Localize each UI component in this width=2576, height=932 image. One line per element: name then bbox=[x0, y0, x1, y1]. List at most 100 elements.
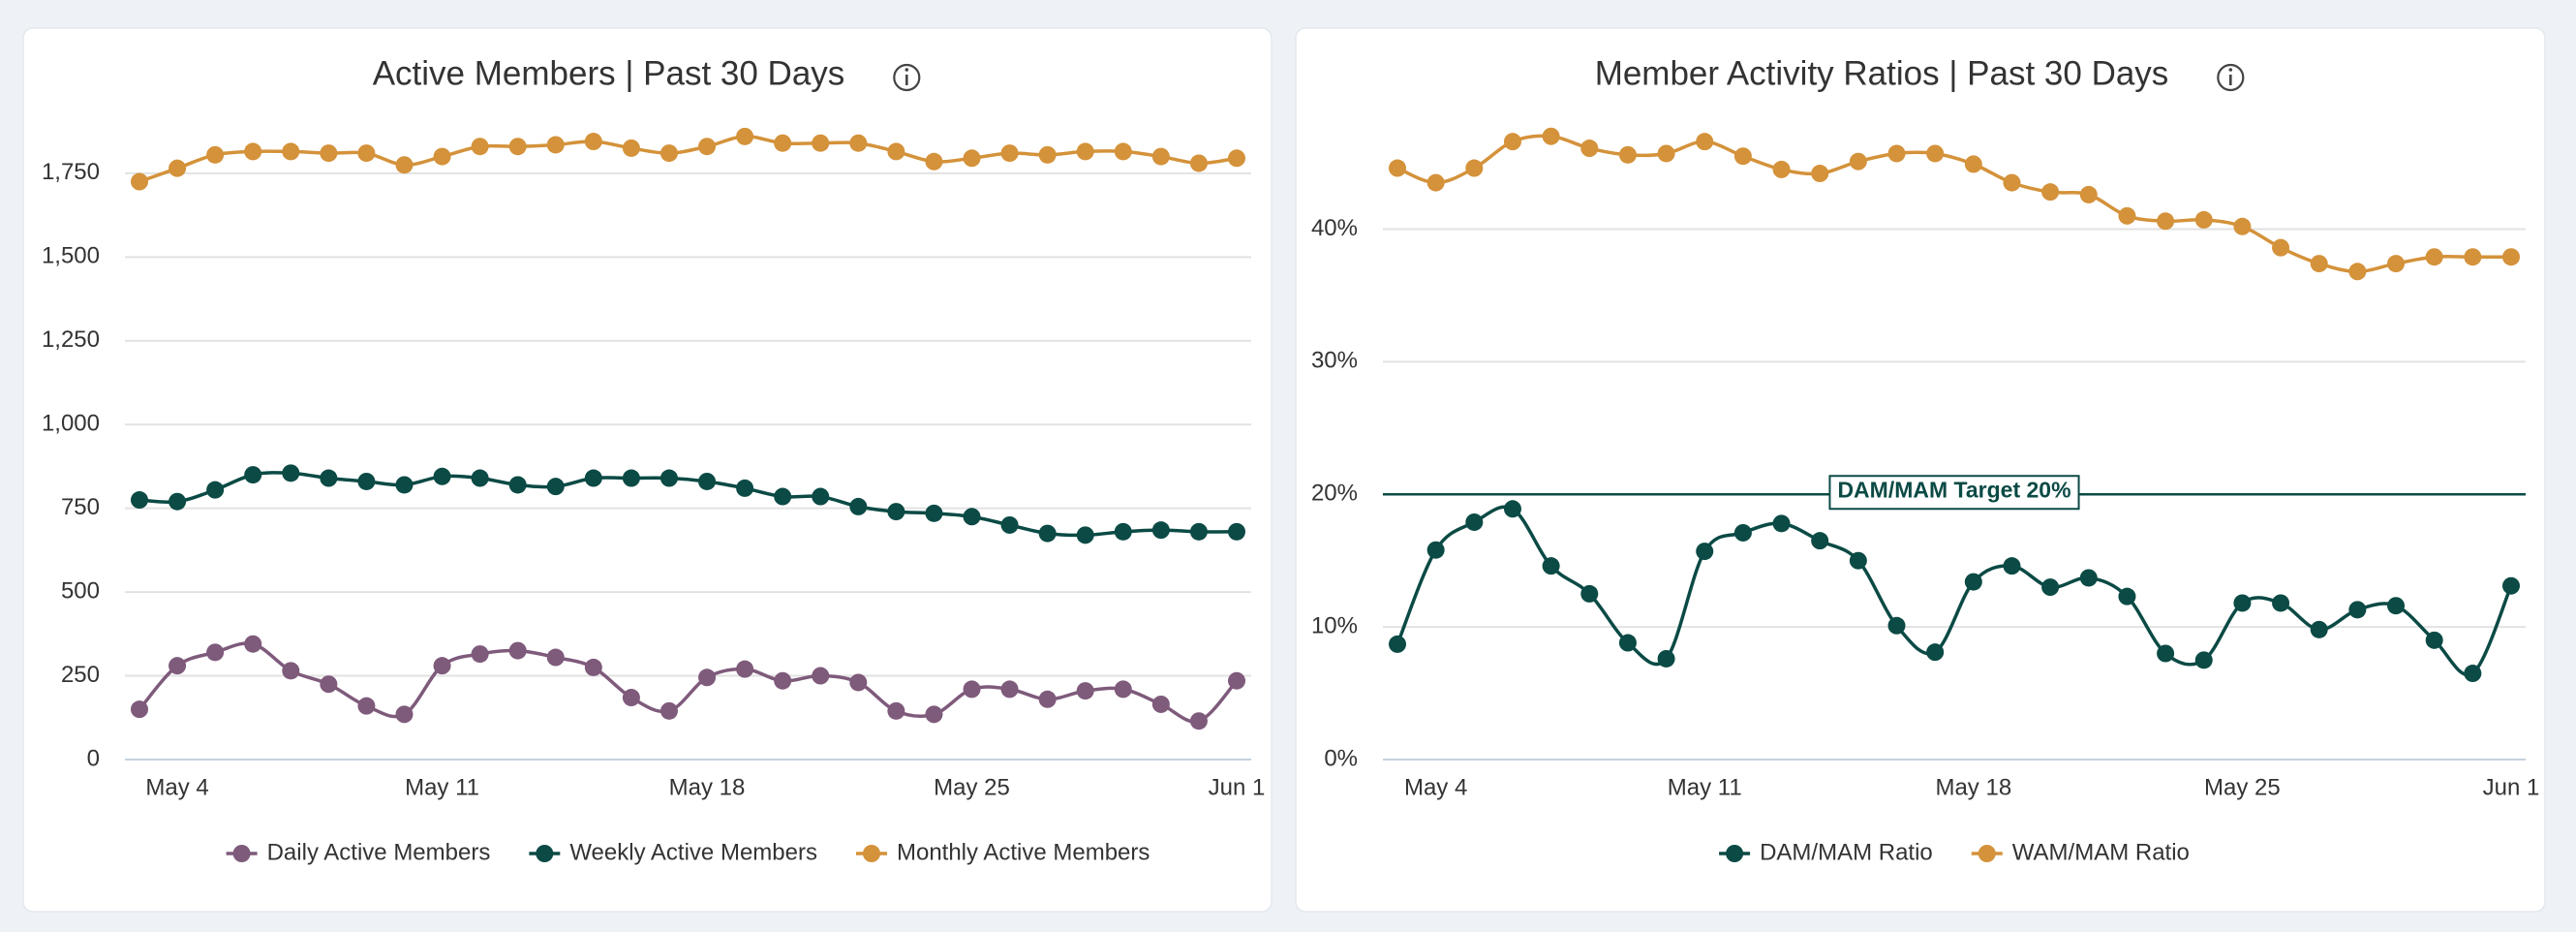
data-point bbox=[2118, 206, 2136, 225]
data-point bbox=[1657, 649, 1675, 668]
x-tick-label: May 18 bbox=[669, 774, 746, 800]
data-point bbox=[736, 127, 754, 145]
data-point bbox=[774, 671, 792, 690]
data-point bbox=[622, 469, 640, 487]
y-tick-label: 10% bbox=[1311, 612, 1358, 638]
info-icon bbox=[2217, 63, 2245, 92]
y-tick-label: 750 bbox=[61, 494, 100, 520]
data-point bbox=[2387, 597, 2406, 615]
data-point bbox=[1849, 551, 1867, 570]
x-tick-label: Jun 1 bbox=[1209, 774, 1266, 800]
data-point bbox=[131, 491, 148, 510]
data-point bbox=[2233, 217, 2252, 235]
data-point bbox=[206, 145, 225, 164]
data-point bbox=[1076, 682, 1094, 700]
data-point bbox=[546, 136, 565, 154]
data-point bbox=[1772, 514, 1791, 533]
legend-marker bbox=[232, 845, 251, 862]
legend-label: Monthly Active Members bbox=[897, 839, 1150, 865]
data-point bbox=[698, 472, 717, 490]
annotation-box bbox=[1828, 475, 2080, 511]
chart-title: Member Activity Ratios | Past 30 Days bbox=[1595, 54, 2169, 92]
x-tick-label: May 11 bbox=[1668, 774, 1742, 800]
x-tick-label: May 18 bbox=[1935, 774, 2011, 800]
data-point bbox=[395, 476, 414, 494]
data-point bbox=[622, 689, 640, 707]
data-point bbox=[1114, 142, 1132, 161]
data-point bbox=[395, 156, 414, 174]
y-tick-label: 0 bbox=[87, 745, 100, 771]
legend-marker bbox=[536, 845, 554, 862]
data-point bbox=[2387, 255, 2406, 273]
x-tick-label: May 25 bbox=[934, 774, 1010, 800]
data-point bbox=[508, 476, 527, 494]
data-point bbox=[1189, 522, 1208, 541]
data-point bbox=[2003, 173, 2021, 192]
data-point bbox=[2233, 594, 2252, 612]
data-point bbox=[1696, 543, 1714, 561]
data-point bbox=[471, 138, 489, 156]
data-point bbox=[925, 705, 943, 724]
data-point bbox=[2272, 238, 2290, 257]
legend-marker bbox=[1978, 845, 1996, 862]
card bbox=[22, 27, 1273, 913]
data-point bbox=[1503, 133, 1521, 151]
data-point bbox=[2194, 210, 2213, 229]
legend-label: Weekly Active Members bbox=[569, 839, 817, 865]
x-tick-label: May 11 bbox=[405, 774, 479, 800]
data-point bbox=[1542, 557, 1560, 575]
data-point bbox=[887, 142, 905, 161]
data-point bbox=[2464, 665, 2482, 683]
data-point bbox=[169, 159, 187, 177]
data-point bbox=[206, 643, 225, 662]
data-point bbox=[2425, 631, 2443, 649]
data-point bbox=[1038, 145, 1057, 164]
data-point bbox=[659, 701, 678, 720]
data-point bbox=[1389, 159, 1406, 177]
data-point bbox=[2348, 601, 2367, 619]
data-point bbox=[698, 138, 717, 156]
data-point bbox=[1964, 573, 1982, 591]
data-point bbox=[1000, 515, 1019, 534]
data-point bbox=[1811, 532, 1829, 550]
data-point bbox=[659, 144, 678, 163]
data-point bbox=[1465, 159, 1484, 177]
data-point bbox=[395, 705, 414, 724]
data-point bbox=[2194, 651, 2213, 669]
data-point bbox=[169, 492, 187, 511]
data-point bbox=[471, 645, 489, 664]
data-point bbox=[546, 478, 565, 496]
data-point bbox=[1503, 500, 1521, 518]
data-point bbox=[1465, 513, 1484, 531]
data-point bbox=[1733, 147, 1752, 166]
data-point bbox=[131, 700, 148, 719]
data-point bbox=[1000, 680, 1019, 699]
data-point bbox=[244, 635, 262, 653]
legend-label: DAM/MAM Ratio bbox=[1760, 839, 1933, 865]
data-point bbox=[1618, 634, 1637, 652]
data-point bbox=[2157, 212, 2175, 231]
data-point bbox=[849, 673, 868, 692]
data-point bbox=[963, 508, 981, 526]
data-point bbox=[812, 487, 830, 506]
data-point bbox=[584, 469, 602, 487]
data-point bbox=[2502, 576, 2520, 595]
data-point bbox=[282, 662, 300, 680]
data-point bbox=[2502, 248, 2520, 266]
data-point bbox=[849, 134, 868, 152]
data-point bbox=[698, 668, 717, 687]
data-point bbox=[2003, 557, 2021, 575]
y-tick-label: 20% bbox=[1311, 481, 1358, 507]
data-point bbox=[963, 149, 981, 168]
data-point bbox=[1151, 521, 1170, 540]
data-point bbox=[508, 138, 527, 156]
data-point bbox=[1000, 144, 1019, 163]
y-tick-label: 0% bbox=[1324, 745, 1358, 771]
data-point bbox=[1811, 165, 1829, 183]
data-point bbox=[1964, 155, 1982, 173]
data-point bbox=[584, 133, 602, 151]
data-point bbox=[1114, 680, 1132, 699]
data-point bbox=[320, 144, 338, 163]
